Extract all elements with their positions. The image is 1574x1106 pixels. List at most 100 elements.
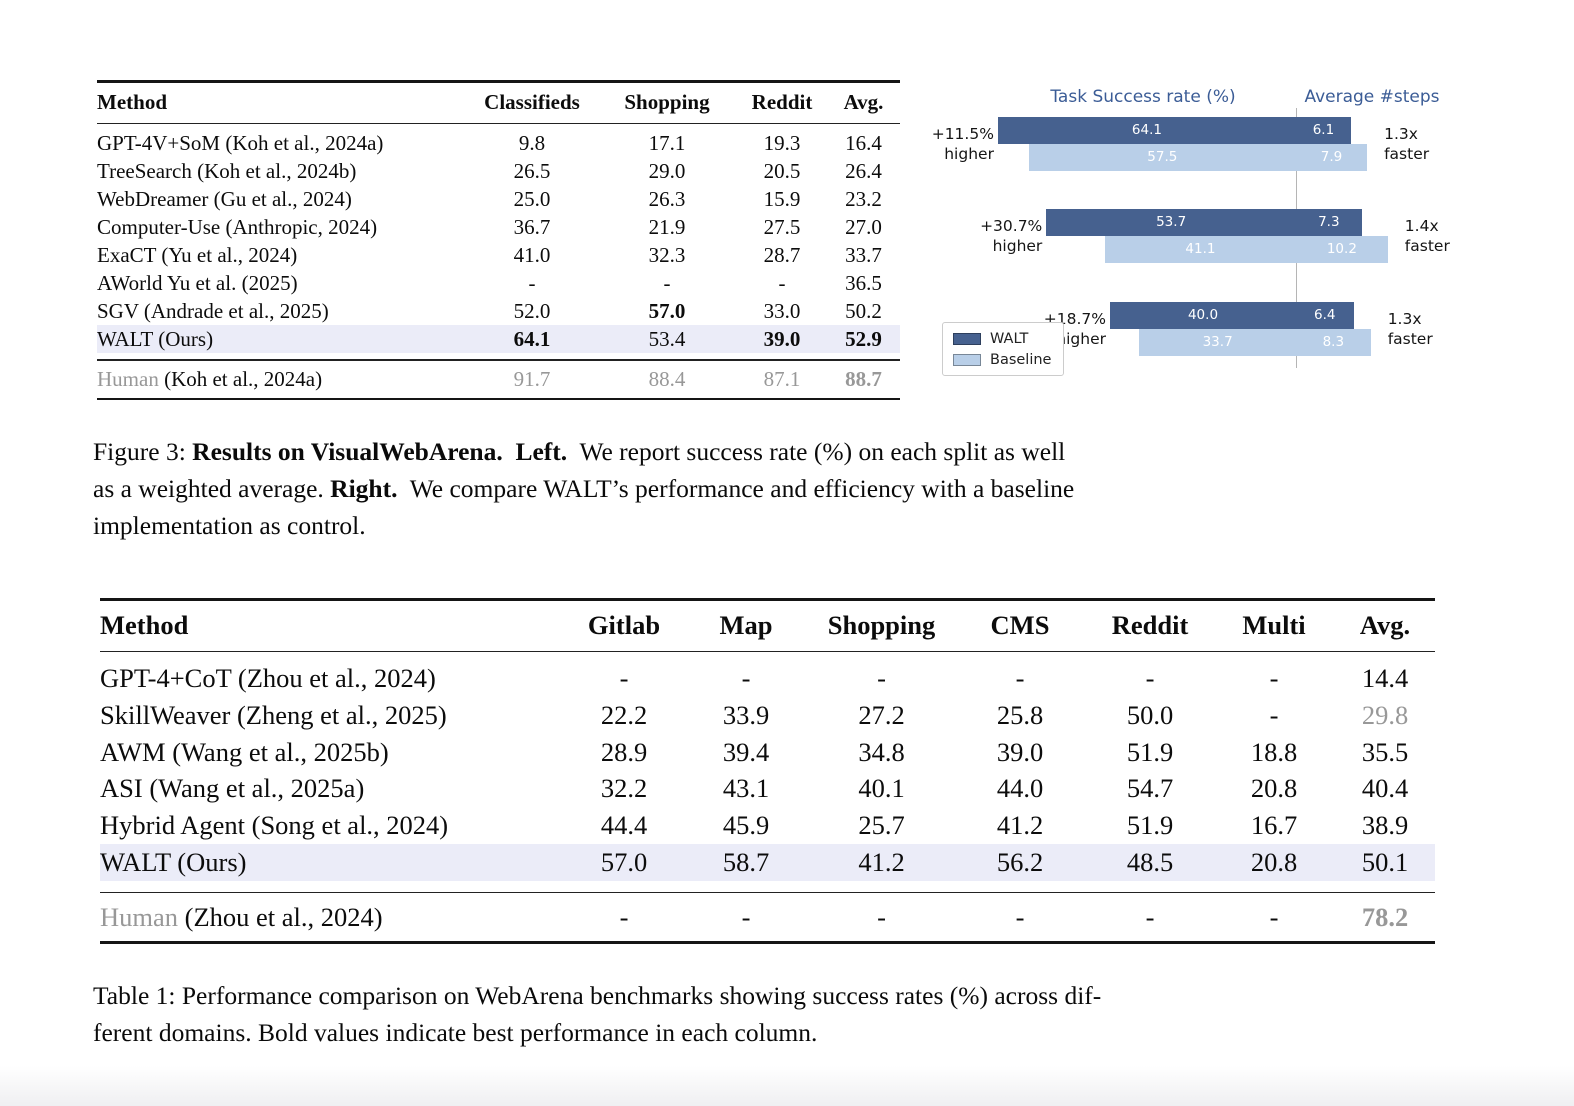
value-cell: 43.1 xyxy=(722,773,770,804)
value-cell: 50.2 xyxy=(845,299,882,323)
table-row: ASI (Wang et al., 2025a) 32.2 43.1 40.1 44.0… xyxy=(100,770,1435,807)
improvement-word: higher xyxy=(992,237,1043,255)
table-row: Computer-Use (Anthropic, 2024) 36.7 21.9 27… xyxy=(97,213,900,241)
bar-value-steps: 8.3 xyxy=(1322,334,1345,350)
column-header: Method xyxy=(97,90,167,114)
caption-run: We report success rate (%) on each split… xyxy=(567,437,1066,466)
value-cell: - xyxy=(1015,663,1025,693)
value-cell: 22.2 xyxy=(600,699,648,730)
vwa-table-footer: Human (Koh et al., 2024a) 91.7 88.4 87.1 88.… xyxy=(97,361,900,398)
value-cell: 36.5 xyxy=(845,271,882,295)
speedup-label: 1.3x faster xyxy=(1384,124,1429,164)
baseline-bar: 57.5 7.9 xyxy=(1028,144,1368,171)
table-row: Hybrid Agent (Song et al., 2024) 44.4 45.9… xyxy=(100,807,1435,844)
improvement-word: higher xyxy=(944,145,994,163)
method-cell: Human (Koh et al., 2024a) xyxy=(97,361,467,398)
value-cell: 51.9 xyxy=(1126,810,1174,841)
table-top-rule xyxy=(97,80,900,83)
method-cell: Human (Zhou et al., 2024) xyxy=(100,893,566,941)
bar-value-steps: 6.1 xyxy=(1312,122,1335,138)
value-cell: 45.9 xyxy=(722,810,770,841)
table-row: GPT-4+CoT (Zhou et al., 2024) - - - - - - 14.4 xyxy=(100,660,1435,697)
bar-value-steps: 7.9 xyxy=(1320,149,1343,165)
value-cell: 16.4 xyxy=(845,131,882,155)
human-label: Human xyxy=(100,902,179,933)
value-cell: - xyxy=(1269,902,1279,933)
column-header: Gitlab xyxy=(587,610,661,640)
table-row: AWorld Yu et al. (2025) - - - 36.5 xyxy=(97,269,900,297)
value-cell: 26.4 xyxy=(845,159,882,183)
speedup-label: 1.3x faster xyxy=(1388,309,1433,349)
caption-bold-run: Results on VisualWebArena. Left. xyxy=(192,437,568,466)
table-row: GPT-4V+SoM (Koh et al., 2024a) 9.8 17.1 19.… xyxy=(97,129,900,157)
bar-value-steps: 10.2 xyxy=(1326,241,1357,257)
value-cell: 33.9 xyxy=(722,699,770,730)
value-cell: 44.0 xyxy=(996,773,1044,804)
value-cell: 39.0 xyxy=(763,327,801,351)
caption-line: implementation as control. xyxy=(93,507,1458,544)
value-cell: 25.0 xyxy=(513,187,551,211)
value-cell: 52.0 xyxy=(513,299,551,323)
method-cell: AWM (Wang et al., 2025b) xyxy=(100,736,389,767)
column-header: Avg. xyxy=(1359,610,1411,640)
table-header-rule xyxy=(97,122,900,124)
vwa-table-header: Method Classifieds Shopping Reddit Avg. xyxy=(97,83,900,123)
bar-value-success: 40.0 xyxy=(1187,307,1219,323)
value-cell: 38.9 xyxy=(1361,810,1409,841)
value-cell: 41.0 xyxy=(513,243,551,267)
value-cell: - xyxy=(741,663,751,693)
bar-value-success: 53.7 xyxy=(1156,214,1187,230)
column-header: Shopping xyxy=(827,610,936,640)
method-cell: SkillWeaver (Zheng et al., 2025) xyxy=(100,699,447,730)
caption-line: Figure 3: Results on VisualWebArena. Lef… xyxy=(93,433,1458,470)
figure-3-caption: Figure 3: Results on VisualWebArena. Lef… xyxy=(93,433,1458,544)
improvement-value: +11.5% xyxy=(931,125,994,143)
walt-row: WALT (Ours) 57.0 58.7 41.2 56.2 48.5 20.8 50.1 xyxy=(100,843,1435,881)
value-cell: 29.0 xyxy=(648,159,686,183)
value-cell: 28.9 xyxy=(600,736,648,767)
value-cell: 39.4 xyxy=(722,736,770,767)
method-cell: WALT (Ours) xyxy=(97,327,214,351)
value-cell: 18.8 xyxy=(1250,736,1298,767)
value-cell: 50.1 xyxy=(1361,846,1409,877)
column-header: Multi xyxy=(1242,610,1306,640)
human-citation: (Zhou et al., 2024) xyxy=(178,902,383,933)
caption-run: We compare WALT’s performance and effici… xyxy=(397,474,1075,503)
value-cell: 33.7 xyxy=(845,243,882,267)
value-cell: 91.7 xyxy=(513,366,551,391)
value-cell: 39.0 xyxy=(996,736,1044,767)
caption-run: ferent domains. Bold values indicate bes… xyxy=(93,1018,818,1047)
value-cell: 27.5 xyxy=(763,215,801,239)
value-cell: 29.8 xyxy=(1361,699,1409,730)
method-cell: WALT (Ours) xyxy=(100,846,247,877)
walt-bar: 64.1 6.1 xyxy=(997,117,1351,144)
value-cell: 87.1 xyxy=(763,366,801,391)
bar-value-success: 41.1 xyxy=(1185,241,1216,257)
value-cell: 32.3 xyxy=(648,243,686,267)
value-cell: 35.5 xyxy=(1361,736,1409,767)
webarena-table-footer: Human (Zhou et al., 2024) - - - - - - 78.2 xyxy=(100,893,1435,941)
column-header: Classifieds xyxy=(484,90,580,114)
legend-label-baseline: Baseline xyxy=(990,351,1052,368)
value-cell: 36.7 xyxy=(513,215,551,239)
value-cell: 57.0 xyxy=(648,299,686,323)
bar-value-steps: 6.4 xyxy=(1314,307,1336,323)
value-cell: 16.7 xyxy=(1250,810,1298,841)
human-row: Human (Zhou et al., 2024) - - - - - - 78.2 xyxy=(100,893,1435,941)
webarena-table-header: Method Gitlab Map Shopping CMS Reddit Multi Avg… xyxy=(100,601,1435,651)
vwa-results-table: Method Classifieds Shopping Reddit Avg. GPT-… xyxy=(97,80,900,400)
value-cell: 40.1 xyxy=(858,773,905,804)
value-cell: 26.5 xyxy=(513,159,551,183)
human-citation: (Koh et al., 2024a) xyxy=(158,366,323,391)
improvement-label: +30.7% higher xyxy=(980,216,1042,256)
webarena-table: Method Gitlab Map Shopping CMS Reddit Multi Avg… xyxy=(100,598,1435,944)
value-cell: 21.9 xyxy=(648,215,686,239)
value-cell: - xyxy=(877,663,886,693)
value-cell: 58.7 xyxy=(722,846,770,877)
improvement-word: higher xyxy=(1056,330,1106,348)
value-cell: - xyxy=(1269,663,1279,693)
legend-swatch-walt-icon xyxy=(953,332,981,345)
chart-title-success: Task Success rate (%) xyxy=(1050,87,1236,107)
table-1-caption: Table 1: Performance comparison on WebAr… xyxy=(93,977,1458,1051)
